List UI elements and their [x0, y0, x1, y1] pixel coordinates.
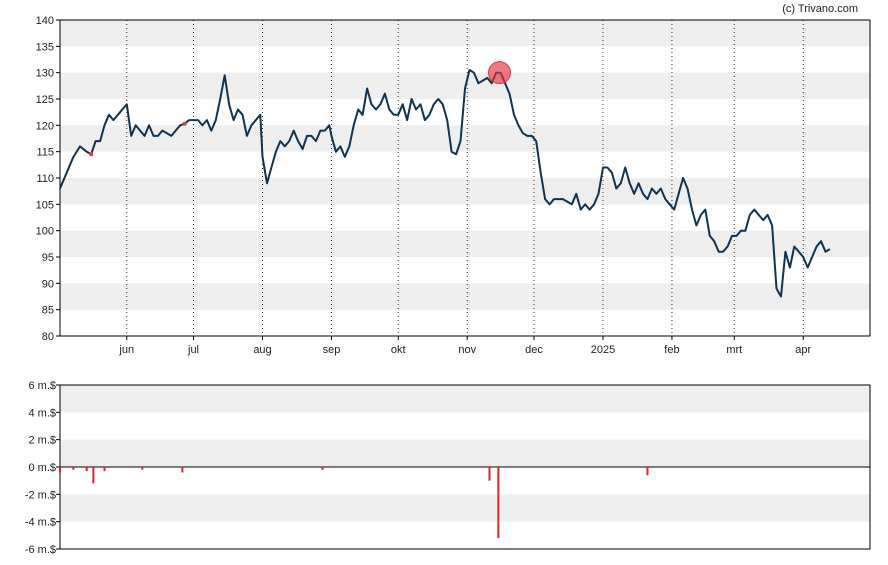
volume-bar — [103, 467, 106, 472]
price-grid-band — [60, 283, 870, 310]
y-tick-label: 100 — [36, 226, 54, 238]
volume-y-tick-label: -2 m.$ — [25, 489, 56, 501]
volume-y-tick-label: 2 m.$ — [28, 435, 56, 447]
volume-bar — [488, 467, 491, 481]
y-tick-label: 115 — [36, 147, 54, 159]
volume-bar — [646, 467, 649, 476]
x-tick-label: 2025 — [591, 344, 615, 356]
credit-label: (c) Trivano.com — [782, 3, 858, 15]
x-tick-label: apr — [795, 344, 811, 356]
volume-y-tick-label: 6 m.$ — [28, 380, 56, 392]
highlight-marker — [487, 61, 511, 85]
y-tick-label: 135 — [36, 41, 54, 53]
volume-grid-band — [60, 439, 870, 467]
volume-y-tick-label: 0 m.$ — [28, 462, 56, 474]
price-grid-band — [60, 125, 870, 152]
volume-y-tick-label: -4 m.$ — [25, 517, 56, 529]
price-grid-band — [60, 178, 870, 205]
volume-y-tick-label: 4 m.$ — [28, 407, 56, 419]
x-tick-label: aug — [253, 344, 271, 356]
x-tick-label: mrt — [726, 344, 742, 356]
volume-bar — [59, 467, 61, 473]
x-tick-label: jul — [187, 344, 199, 356]
volume-y-tick-label: -6 m.$ — [25, 544, 56, 556]
price-marker — [89, 152, 94, 157]
price-line — [59, 69, 831, 298]
y-tick-label: 130 — [36, 68, 54, 80]
y-tick-label: 125 — [36, 94, 54, 106]
volume-bar — [72, 467, 75, 470]
volume-bar — [85, 467, 88, 472]
volume-panel: 6 m.$ 4 m.$ 2 m.$ 0 m.$ -2 m.$ -4 m.$ -6 m.$ — [25, 380, 871, 556]
y-tick-label: 105 — [36, 199, 54, 211]
price-grid-band — [60, 20, 870, 47]
volume-bar — [141, 467, 144, 470]
y-tick-label: 95 — [42, 252, 54, 264]
price-grid-band — [60, 230, 870, 257]
price-marker — [182, 121, 187, 126]
x-tick-label: nov — [458, 344, 476, 356]
y-tick-label: 120 — [36, 120, 54, 132]
volume-grid-band — [60, 385, 870, 413]
price-panel: 80 85 90 95 100 105 110 115 120 125 130 135 140 jun j… — [36, 15, 871, 356]
y-tick-label: 140 — [36, 15, 54, 27]
x-tick-label: feb — [664, 344, 679, 356]
x-tick-label: okt — [391, 344, 406, 356]
y-tick-label: 90 — [42, 278, 54, 290]
y-tick-label: 80 — [42, 331, 54, 343]
x-tick-label: sep — [323, 344, 341, 356]
volume-bar — [181, 467, 184, 473]
y-tick-label: 85 — [42, 305, 54, 317]
x-tick-label: dec — [525, 344, 543, 356]
volume-grid-band — [60, 494, 870, 522]
x-tick-label: jun — [118, 344, 134, 356]
y-tick-label: 110 — [36, 173, 54, 185]
volume-bar — [497, 467, 500, 539]
volume-bar — [92, 467, 95, 484]
volume-bar — [321, 467, 324, 470]
